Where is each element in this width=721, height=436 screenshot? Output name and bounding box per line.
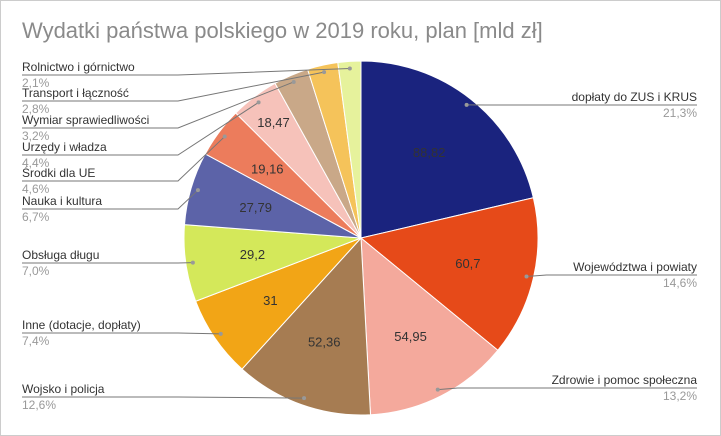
leader-line <box>22 67 350 76</box>
slice-percent-label: 3,2% <box>22 129 50 143</box>
leader-line <box>22 332 221 335</box>
slice-name-label: Nauka i kultura <box>22 194 102 208</box>
slice-value-label: 19,16 <box>251 161 284 176</box>
leader-line <box>22 396 305 399</box>
slice-name-label: Obsługa długu <box>22 248 99 262</box>
pie-slice <box>360 236 499 416</box>
slice-name-label: Województwa i powiaty <box>573 260 697 274</box>
leader-dot <box>218 331 223 336</box>
slice-value-label: 88,82 <box>413 145 446 160</box>
leader-line <box>22 71 325 102</box>
slice-name-label: Rolnictwo i górnictwo <box>22 60 135 74</box>
slice-name-label: dopłaty do ZUS i KRUS <box>572 90 697 104</box>
leader-line <box>22 101 259 156</box>
slice-name-label: Środki dla UE <box>22 165 95 180</box>
slice-percent-label: 7,0% <box>22 264 50 278</box>
leader-dot <box>195 188 200 193</box>
leader-dot <box>302 396 307 401</box>
slice-name-label: Wymiar sprawiedliwości <box>22 113 149 127</box>
slice-percent-label: 2,8% <box>22 102 50 116</box>
slice-percent-label: 12,6% <box>22 398 56 412</box>
leader-dot <box>435 387 440 392</box>
slice-percent-label: 4,4% <box>22 156 50 170</box>
leader-line <box>22 81 294 129</box>
slice-value-label: 27,79 <box>239 200 272 215</box>
leader-dot <box>291 79 296 84</box>
pie-slice <box>359 197 539 351</box>
leader-dot <box>190 260 195 265</box>
pie-slice <box>360 60 534 239</box>
slice-value-label: 18,47 <box>257 115 290 130</box>
leader-dot <box>347 66 352 71</box>
slice-value-label: 54,95 <box>394 329 427 344</box>
slice-percent-label: 4,6% <box>22 182 50 196</box>
leader-dot <box>222 134 227 139</box>
leader-dot <box>322 70 327 75</box>
leader-dot <box>524 274 529 279</box>
slice-value-label: 31 <box>263 293 277 308</box>
slice-value-label: 60,7 <box>455 256 480 271</box>
leader-line <box>526 274 697 278</box>
leader-line <box>22 136 226 182</box>
slice-percent-label: 21,3% <box>663 106 697 120</box>
slice-name-label: Transport i łączność <box>22 86 129 100</box>
pie-slice <box>337 60 362 239</box>
slice-name-label: Zdrowie i pomoc społeczna <box>552 373 698 387</box>
slice-value-label: 52,36 <box>308 334 341 349</box>
leader-line <box>437 387 697 391</box>
slice-percent-label: 7,4% <box>22 334 50 348</box>
slice-name-label: Urzędy i władza <box>22 140 107 154</box>
slice-percent-label: 14,6% <box>663 276 697 290</box>
chart-title: Wydatki państwa polskiego w 2019 roku, p… <box>22 18 543 43</box>
leader-dot <box>464 102 469 107</box>
slice-value-label: 29,2 <box>240 247 265 262</box>
slice-percent-label: 6,7% <box>22 210 50 224</box>
slice-percent-label: 2,1% <box>22 76 50 90</box>
pie-slice <box>241 236 372 416</box>
leader-line <box>22 189 199 210</box>
slice-percent-label: 13,2% <box>663 389 697 403</box>
leader-dot <box>256 100 261 105</box>
slice-name-label: Wojsko i policja <box>22 382 105 396</box>
slice-name-label: Inne (dotacje, dopłaty) <box>22 318 141 332</box>
